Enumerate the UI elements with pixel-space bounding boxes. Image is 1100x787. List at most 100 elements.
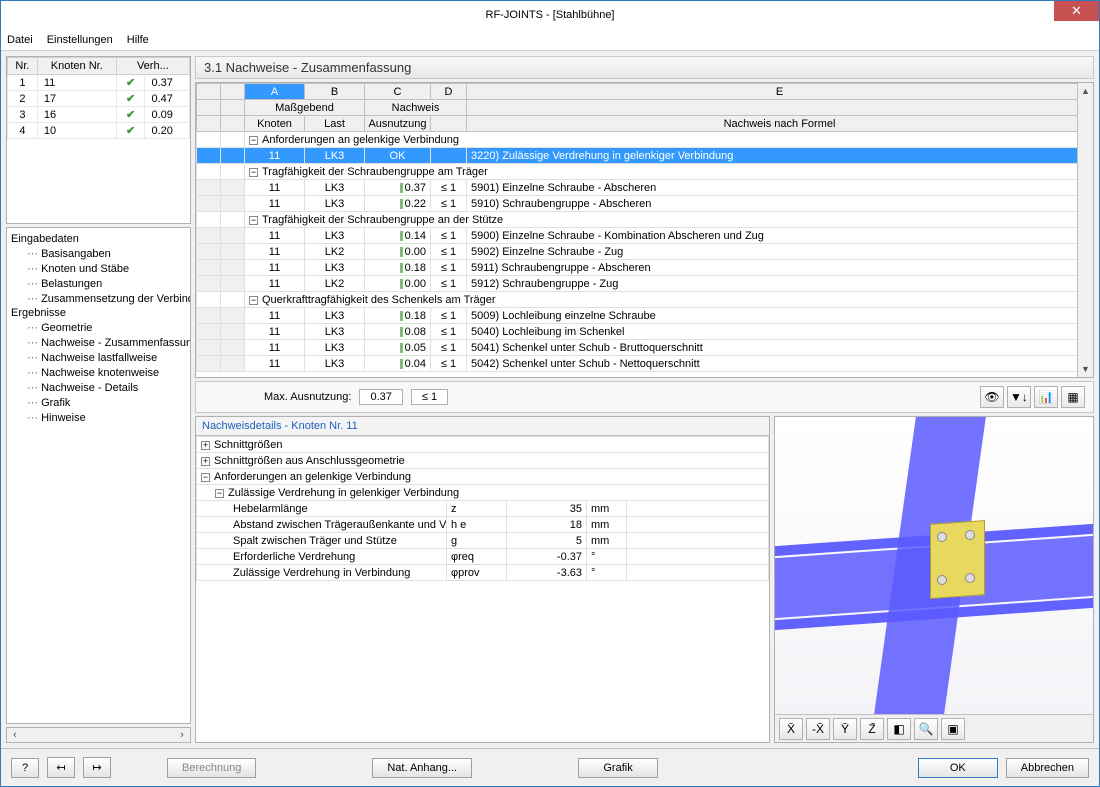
detail-row: Zulässige Verdrehung in Verbindungφprov-… xyxy=(197,565,769,581)
view-y-icon[interactable]: Ȳ xyxy=(833,718,857,740)
menubar: Datei Einstellungen Hilfe xyxy=(1,29,1099,51)
tree-nachweise-lastfall[interactable]: Nachweise lastfallweise xyxy=(9,350,188,365)
export-icon[interactable]: ▦ xyxy=(1061,386,1085,408)
result-row[interactable]: 11LK30.22≤ 15910) Schraubengruppe - Absc… xyxy=(197,196,1093,212)
detail-schnittgroessen[interactable]: Schnittgrößen xyxy=(214,439,282,451)
menu-hilfe[interactable]: Hilfe xyxy=(127,34,149,46)
view-x-icon[interactable]: X̄ xyxy=(779,718,803,740)
tree-hscroll[interactable]: ‹ › xyxy=(6,727,191,743)
viewer-canvas[interactable] xyxy=(775,417,1093,714)
col-nr[interactable]: Nr. xyxy=(8,58,38,75)
node-list[interactable]: Nr. Knoten Nr. Verh... 111✔0.37217✔0.473… xyxy=(6,56,191,224)
group-row[interactable]: −Tragfähigkeit der Schraubengruppe am Tr… xyxy=(197,164,1093,180)
node-row[interactable]: 316✔0.09 xyxy=(8,107,190,123)
grafik-button[interactable]: Grafik xyxy=(578,758,658,778)
nav-tree[interactable]: Eingabedaten Basisangaben Knoten und Stä… xyxy=(6,227,191,724)
result-row[interactable]: 11LK20.00≤ 15912) Schraubengruppe - Zug xyxy=(197,276,1093,292)
close-button[interactable]: ✕ xyxy=(1054,1,1099,21)
tree-nachweise-knoten[interactable]: Nachweise knotenweise xyxy=(9,365,188,380)
max-cond: ≤ 1 xyxy=(411,389,448,405)
tree-grafik[interactable]: Grafik xyxy=(9,395,188,410)
grid-vscroll[interactable]: ▲ ▼ xyxy=(1077,83,1093,377)
detail-row: Hebelarmlängez35mm xyxy=(197,501,769,517)
group-row[interactable]: −Tragfähigkeit der Schraubengruppe an de… xyxy=(197,212,1093,228)
detail-title: Nachweisdetails - Knoten Nr. 11 xyxy=(196,417,769,436)
menu-datei[interactable]: Datei xyxy=(7,34,33,46)
detail-row: Spalt zwischen Träger und Stützeg5mm xyxy=(197,533,769,549)
colhead-last[interactable]: Last xyxy=(305,116,365,132)
view-zoom-icon[interactable]: 🔍 xyxy=(914,718,938,740)
tree-hinweise[interactable]: Hinweise xyxy=(9,410,188,425)
colhead-c[interactable]: C xyxy=(365,84,431,100)
3d-viewer[interactable]: X̄ -X̄ Ȳ Z̄ ◧ 🔍 ▣ xyxy=(774,416,1094,743)
colhead-b[interactable]: B xyxy=(305,84,365,100)
max-utilization-bar: Max. Ausnutzung: 0.37 ≤ 1 👁 ▼↓ 📊 ▦ xyxy=(195,381,1094,413)
cancel-button[interactable]: Abbrechen xyxy=(1006,758,1089,778)
detail-row: Abstand zwischen Trägeraußenkante und Vh… xyxy=(197,517,769,533)
scroll-right-icon[interactable]: › xyxy=(174,729,190,741)
colhead-ausnutzung[interactable]: Ausnutzung xyxy=(365,116,431,132)
detail-schnittgroessen-geom[interactable]: Schnittgrößen aus Anschlussgeometrie xyxy=(214,455,405,467)
eye-icon[interactable]: 👁 xyxy=(980,386,1004,408)
result-row[interactable]: 11LK30.18≤ 15911) Schraubengruppe - Absc… xyxy=(197,260,1093,276)
tree-zusammensetzung[interactable]: Zusammensetzung der Verbindu xyxy=(9,291,188,306)
result-row[interactable]: 11LK30.04≤ 15042) Schenkel unter Schub -… xyxy=(197,356,1093,372)
tree-knoten-staebe[interactable]: Knoten und Stäbe xyxy=(9,261,188,276)
colgroup-nachweis: Nachweis xyxy=(365,100,467,116)
help-button[interactable]: ? xyxy=(11,758,39,778)
group-row[interactable]: −Anforderungen an gelenkige Verbindung xyxy=(197,132,1093,148)
window-title: RF-JOINTS - [Stahlbühne] xyxy=(1,9,1099,21)
tree-nachweise-zsfg[interactable]: Nachweise - Zusammenfassung xyxy=(9,335,188,350)
colhead-a[interactable]: A xyxy=(245,84,305,100)
result-row[interactable]: 11LK3OK3220) Zulässige Verdrehung in gel… xyxy=(197,148,1093,164)
colhead-formel[interactable]: Nachweis nach Formel xyxy=(467,116,1093,132)
max-value: 0.37 xyxy=(359,389,402,405)
view-print-icon[interactable]: ▣ xyxy=(941,718,965,740)
berechnung-button[interactable]: Berechnung xyxy=(167,758,256,778)
result-row[interactable]: 11LK20.00≤ 15902) Einzelne Schraube - Zu… xyxy=(197,244,1093,260)
view-iso-icon[interactable]: ◧ xyxy=(887,718,911,740)
result-row[interactable]: 11LK30.05≤ 15041) Schenkel unter Schub -… xyxy=(197,340,1093,356)
tree-ergebnisse[interactable]: Ergebnisse xyxy=(9,306,188,320)
titlebar[interactable]: RF-JOINTS - [Stahlbühne] ✕ xyxy=(1,1,1099,29)
group-row[interactable]: −Querkrafttragfähigkeit des Schenkels am… xyxy=(197,292,1093,308)
section-title: 3.1 Nachweise - Zusammenfassung xyxy=(195,56,1094,79)
node-row[interactable]: 217✔0.47 xyxy=(8,91,190,107)
result-row[interactable]: 11LK30.14≤ 15900) Einzelne Schraube - Ko… xyxy=(197,228,1093,244)
tree-belastungen[interactable]: Belastungen xyxy=(9,276,188,291)
tree-eingabedaten[interactable]: Eingabedaten xyxy=(9,232,188,246)
chart-icon[interactable]: 📊 xyxy=(1034,386,1058,408)
result-row[interactable]: 11LK30.08≤ 15040) Lochleibung im Schenke… xyxy=(197,324,1093,340)
scroll-down-icon[interactable]: ▼ xyxy=(1078,361,1093,377)
footer: ? ↤ ↦ Berechnung Nat. Anhang... Grafik O… xyxy=(1,748,1099,786)
detail-grid[interactable]: Nachweisdetails - Knoten Nr. 11 +Schnitt… xyxy=(195,416,770,743)
filter-icon[interactable]: ▼↓ xyxy=(1007,386,1031,408)
scroll-up-icon[interactable]: ▲ xyxy=(1078,83,1093,99)
nat-anhang-button[interactable]: Nat. Anhang... xyxy=(372,758,472,778)
app-window: RF-JOINTS - [Stahlbühne] ✕ Datei Einstel… xyxy=(0,0,1100,787)
scroll-left-icon[interactable]: ‹ xyxy=(7,729,23,741)
colhead-e[interactable]: E xyxy=(467,84,1093,100)
colhead-d[interactable]: D xyxy=(431,84,467,100)
tree-nachweise-details[interactable]: Nachweise - Details xyxy=(9,380,188,395)
detail-anforderungen[interactable]: Anforderungen an gelenkige Verbindung xyxy=(214,471,411,483)
detail-row: Erforderliche Verdrehungφreq-0.37° xyxy=(197,549,769,565)
col-knoten[interactable]: Knoten Nr. xyxy=(37,58,116,75)
result-row[interactable]: 11LK30.37≤ 15901) Einzelne Schraube - Ab… xyxy=(197,180,1093,196)
tree-basisangaben[interactable]: Basisangaben xyxy=(9,246,188,261)
view-negx-icon[interactable]: -X̄ xyxy=(806,718,830,740)
next-button[interactable]: ↦ xyxy=(83,757,111,778)
results-grid[interactable]: A B C D E Maßgebend Nachweis Knot xyxy=(195,82,1094,378)
col-verh[interactable]: Verh... xyxy=(116,58,189,75)
colgroup-massgebend: Maßgebend xyxy=(245,100,365,116)
node-row[interactable]: 111✔0.37 xyxy=(8,75,190,91)
menu-einstellungen[interactable]: Einstellungen xyxy=(47,34,113,46)
colhead-knoten[interactable]: Knoten xyxy=(245,116,305,132)
result-row[interactable]: 11LK30.18≤ 15009) Lochleibung einzelne S… xyxy=(197,308,1093,324)
node-row[interactable]: 410✔0.20 xyxy=(8,123,190,139)
view-z-icon[interactable]: Z̄ xyxy=(860,718,884,740)
ok-button[interactable]: OK xyxy=(918,758,998,778)
detail-zulaessige-verdrehung[interactable]: Zulässige Verdrehung in gelenkiger Verbi… xyxy=(228,487,459,499)
prev-button[interactable]: ↤ xyxy=(47,757,75,778)
tree-geometrie[interactable]: Geometrie xyxy=(9,320,188,335)
